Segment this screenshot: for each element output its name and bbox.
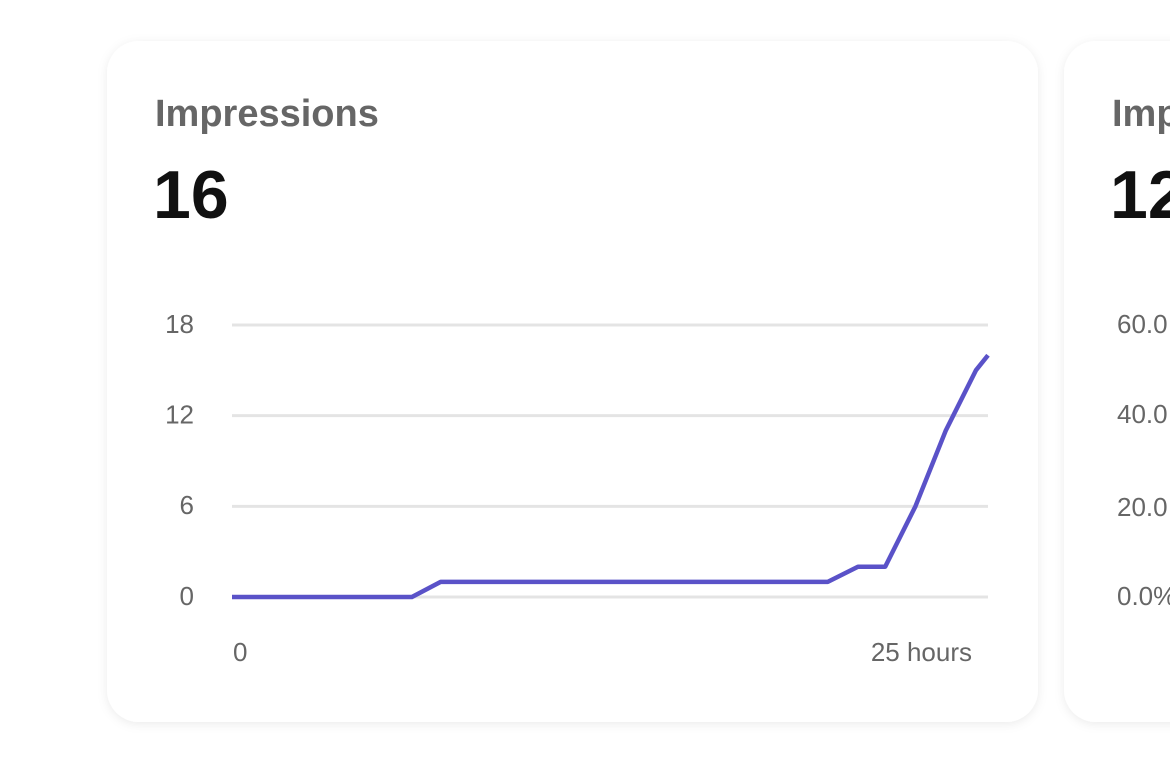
card-title: Imp	[1112, 93, 1170, 135]
headline-value: 16	[153, 157, 229, 233]
card-title: Impressions	[155, 93, 379, 135]
x-tick-label: 25 hours	[871, 637, 972, 667]
y-tick-label: 6	[180, 490, 194, 520]
card	[107, 41, 1038, 722]
y-tick-label: 40.0	[1117, 399, 1168, 429]
y-tick-label: 20.0	[1117, 492, 1168, 522]
y-tick-label: 60.0	[1117, 309, 1168, 339]
y-tick-label: 18	[165, 309, 194, 339]
card	[1064, 41, 1170, 722]
headline-value: 12	[1110, 157, 1170, 233]
data-line	[232, 353, 990, 600]
x-tick-label: 0	[233, 637, 247, 667]
y-tick-label: 12	[165, 400, 194, 430]
y-tick-label: 0	[180, 581, 194, 611]
y-tick-label: 0.0%	[1117, 581, 1170, 611]
